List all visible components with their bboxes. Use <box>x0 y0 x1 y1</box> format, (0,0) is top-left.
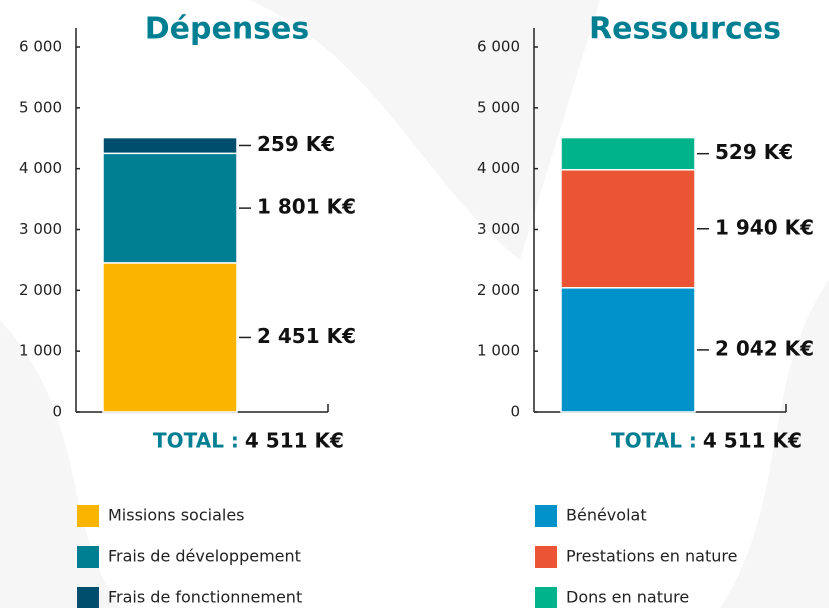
legend-swatch <box>77 546 99 568</box>
value-label: 529 K€ <box>715 140 793 164</box>
chart-title: Dépenses <box>145 12 310 47</box>
y-tick-label: 4 000 <box>19 159 62 177</box>
value-label: 1 940 K€ <box>715 215 814 239</box>
legend-label: Missions sociales <box>108 506 245 525</box>
y-tick-label: 0 <box>52 403 62 421</box>
y-tick-label: 2 000 <box>19 281 62 299</box>
y-tick-label: 2 000 <box>477 281 520 299</box>
total-label: TOTAL : <box>153 429 239 453</box>
legend-label: Prestations en nature <box>566 547 737 566</box>
legend-label: Frais de fonctionnement <box>108 588 302 607</box>
value-label: 2 042 K€ <box>715 336 814 360</box>
y-tick-label: 5 000 <box>19 98 62 116</box>
value-label: 259 K€ <box>257 132 335 156</box>
y-tick-label: 1 000 <box>19 342 62 360</box>
legend-label: Dons en nature <box>566 588 689 607</box>
y-tick-label: 5 000 <box>477 98 520 116</box>
y-tick-label: 3 000 <box>19 220 62 238</box>
value-label: 2 451 K€ <box>257 324 356 348</box>
y-tick-label: 1 000 <box>477 342 520 360</box>
legend-swatch <box>535 505 557 527</box>
bar-segment <box>560 287 696 413</box>
total-value: 4 511 K€ <box>703 429 802 453</box>
legend-label: Frais de développement <box>108 547 301 566</box>
y-tick-label: 3 000 <box>477 220 520 238</box>
bar-segment <box>560 136 696 171</box>
chart-title: Ressources <box>589 12 781 47</box>
bar-segment <box>102 152 238 264</box>
total-label: TOTAL : <box>611 429 697 453</box>
y-tick-label: 4 000 <box>477 159 520 177</box>
legend-swatch <box>535 546 557 568</box>
legend-swatch <box>77 587 99 608</box>
legend-swatch <box>535 587 557 608</box>
legend-swatch <box>77 505 99 527</box>
bar-segment <box>560 169 696 289</box>
y-tick-label: 6 000 <box>19 38 62 56</box>
value-label: 1 801 K€ <box>257 195 356 219</box>
y-tick-label: 0 <box>510 403 520 421</box>
y-tick-label: 6 000 <box>477 38 520 56</box>
total-value: 4 511 K€ <box>245 429 344 453</box>
bar-segment <box>102 136 238 155</box>
legend-label: Bénévolat <box>566 506 647 525</box>
bar-segment <box>102 262 238 413</box>
